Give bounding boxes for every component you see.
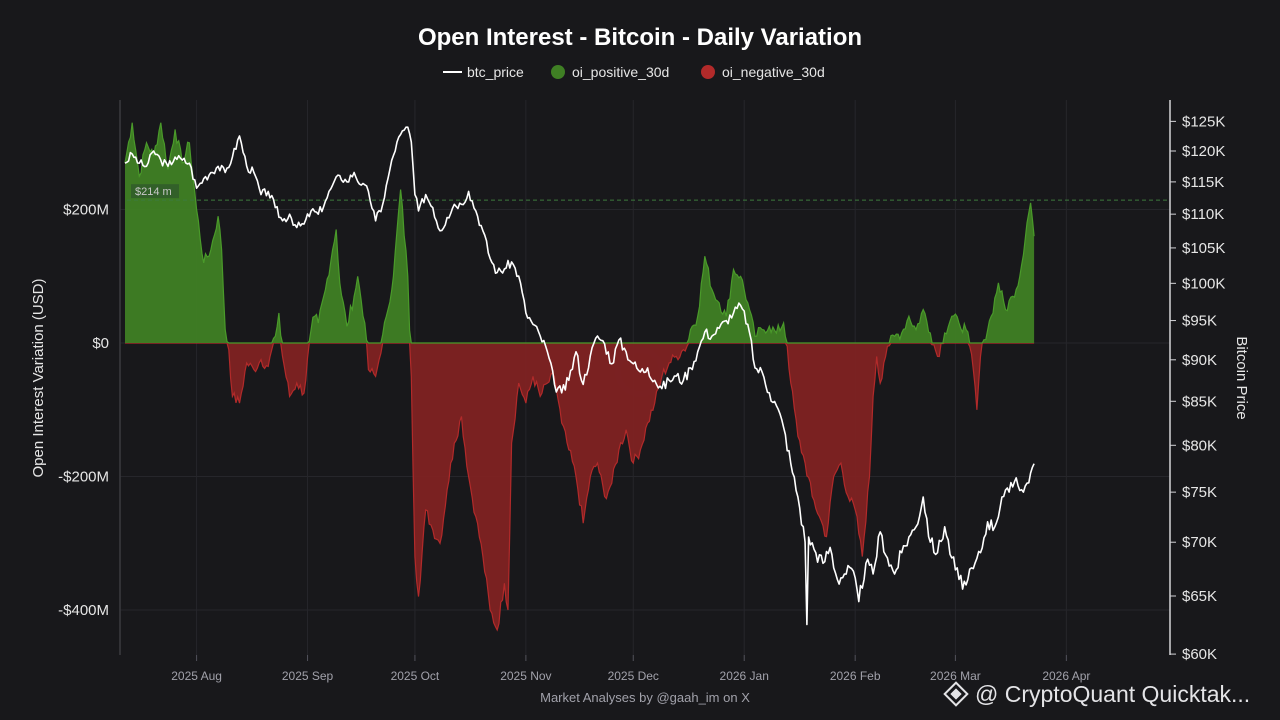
- right-tick-label: $115K: [1182, 174, 1224, 191]
- x-tick-label: 2026 Jan: [720, 669, 769, 683]
- x-tick-label: 2025 Oct: [391, 669, 440, 683]
- right-tick-label: $110K: [1182, 206, 1224, 223]
- legend-swatch-oi-negative: [701, 65, 715, 79]
- oi-negative-area-group: [125, 342, 1035, 632]
- x-tick-label: 2026 Mar: [930, 669, 981, 683]
- threshold-label: $214 m: [135, 186, 172, 198]
- right-tick-label: $70K: [1182, 534, 1217, 551]
- brand-watermark: @ CryptoQuant Quicktak...: [975, 681, 1250, 707]
- oi-positive-line: [124, 122, 1035, 344]
- left-axis-title: Open Interest Variation (USD): [30, 279, 47, 478]
- left-axis-ticks: $200M $0 -$200M -$400M: [58, 202, 109, 620]
- threshold-group: $214 m: [127, 184, 1168, 201]
- right-tick-label: $85K: [1182, 393, 1217, 410]
- right-tick-label: $75K: [1182, 484, 1217, 501]
- btc-price-group: [124, 126, 1035, 626]
- btc-price-line: [124, 126, 1035, 626]
- threshold-label-bg: [131, 184, 179, 199]
- right-tick-label: $80K: [1182, 437, 1217, 454]
- right-tick-label: $60K: [1182, 646, 1217, 663]
- legend-label-btc-price[interactable]: btc_price: [467, 64, 524, 80]
- left-tick-label: -$400M: [58, 602, 109, 619]
- oi-positive-area: [125, 122, 1035, 343]
- x-axis-ticks: 2025 Aug 2025 Sep 2025 Oct 2025 Nov 2025 Dec…: [171, 655, 1090, 683]
- oi-negative-area: [125, 343, 1035, 630]
- right-tick-label: $105K: [1182, 240, 1225, 257]
- right-tick-label: $100K: [1182, 275, 1225, 292]
- footer-credit: Market Analyses by @gaah_im on X: [540, 690, 750, 705]
- right-tick-label: $125K: [1182, 113, 1225, 130]
- cryptoquant-logo-icon: [943, 681, 969, 707]
- right-tick-label: $65K: [1182, 588, 1217, 605]
- left-tick-label: -$200M: [58, 469, 109, 486]
- right-axis-ticks: $125K $120K $115K $110K $105K $100K $95K $90K $8…: [1170, 113, 1225, 663]
- right-axis-title: Bitcoin Price: [1233, 336, 1250, 419]
- legend: btc_price oi_positive_30d oi_negative_30…: [443, 64, 825, 80]
- right-tick-label: $90K: [1182, 352, 1217, 369]
- right-tick-label: $95K: [1182, 313, 1217, 330]
- left-tick-label: $0: [92, 335, 109, 352]
- legend-swatch-oi-positive: [551, 65, 565, 79]
- x-tick-label: 2025 Dec: [608, 669, 659, 683]
- x-tick-label: 2026 Feb: [830, 669, 881, 683]
- x-tick-label: 2025 Aug: [171, 669, 222, 683]
- legend-label-oi-negative[interactable]: oi_negative_30d: [722, 64, 825, 80]
- x-tick-label: 2026 Apr: [1042, 669, 1090, 683]
- legend-label-oi-positive[interactable]: oi_positive_30d: [572, 64, 669, 80]
- chart-title: Open Interest - Bitcoin - Daily Variatio…: [418, 24, 862, 51]
- x-tick-label: 2025 Nov: [500, 669, 551, 683]
- right-tick-label: $120K: [1182, 143, 1225, 160]
- x-tick-label: 2025 Sep: [282, 669, 334, 683]
- left-tick-label: $200M: [63, 202, 109, 219]
- oi-positive-area-group: [124, 122, 1035, 344]
